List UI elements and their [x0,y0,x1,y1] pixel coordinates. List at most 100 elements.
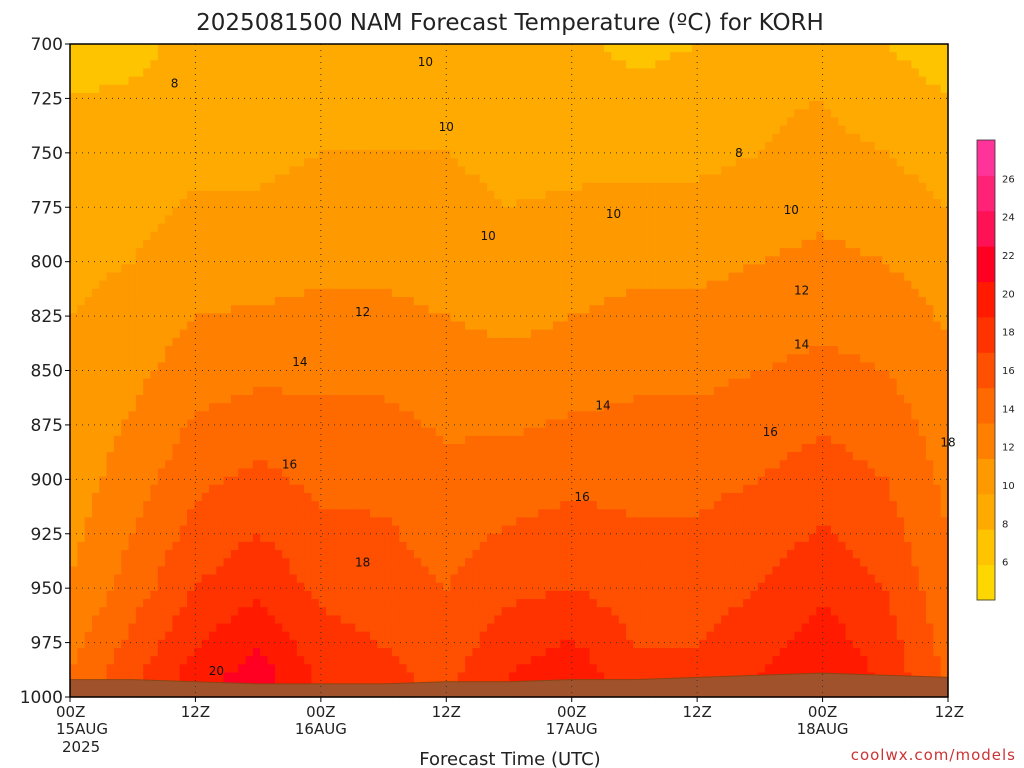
temperature-cell [443,329,452,339]
temperature-cell [348,256,356,265]
temperature-cell [413,394,422,404]
temperature-cell [428,297,437,306]
temperature-cell [165,517,174,527]
temperature-cell [201,190,210,200]
temperature-cell [326,574,334,584]
temperature-cell [187,199,195,208]
temperature-cell [209,386,217,396]
temperature-cell [340,541,349,551]
temperature-cell [472,337,481,347]
temperature-cell [179,419,188,429]
temperature-cell [384,346,393,355]
temperature-cell [209,664,217,674]
temperature-cell [487,607,495,616]
temperature-cell [377,574,386,584]
temperature-cell [413,599,422,608]
temperature-cell [523,44,532,53]
temperature-cell [391,199,400,208]
temperature-cell [70,101,78,110]
temperature-cell [267,517,276,527]
temperature-cell [348,141,356,151]
temperature-cell [340,223,349,233]
temperature-cell [355,264,364,274]
temperature-cell [413,664,422,674]
temperature-cell [150,44,159,53]
temperature-cell [282,639,291,649]
temperature-cell [340,44,349,53]
temperature-cell [230,615,239,625]
temperature-cell [348,329,356,339]
temperature-cell [501,476,510,486]
temperature-cell [487,264,495,274]
temperature-cell [479,517,488,527]
temperature-cell [245,460,254,470]
temperature-cell [113,484,122,494]
temperature-cell [216,370,225,380]
temperature-cell [494,443,503,453]
temperature-cell [106,509,115,519]
temperature-cell [348,452,356,461]
temperature-cell [304,607,313,616]
temperature-cell [121,664,130,674]
temperature-cell [260,117,269,127]
temperature-cell [443,517,452,527]
temperature-cell [128,264,137,274]
temperature-cell [494,460,503,470]
temperature-cell [179,484,188,494]
temperature-cell [509,52,517,61]
temperature-cell [428,590,437,600]
temperature-cell [494,664,503,674]
temperature-cell [157,60,166,70]
temperature-cell [230,60,239,70]
temperature-cell [377,141,386,151]
temperature-cell [150,68,159,78]
temperature-cell [70,272,78,282]
temperature-cell [384,460,393,470]
temperature-cell [84,215,93,225]
temperature-cell [326,558,334,567]
temperature-cell [150,337,159,347]
temperature-cell [450,256,459,265]
temperature-cell [399,599,408,608]
temperature-cell [326,501,334,510]
temperature-cell [179,264,188,274]
temperature-cell [421,435,430,445]
temperature-cell [216,656,225,665]
temperature-cell [91,590,100,600]
temperature-cell [348,574,356,584]
temperature-cell [282,664,291,674]
temperature-cell [260,190,269,200]
temperature-cell [384,468,393,478]
temperature-cell [443,280,452,290]
temperature-cell [443,76,452,86]
temperature-cell [457,656,466,665]
temperature-cell [479,207,488,217]
temperature-cell [150,599,159,608]
temperature-cell [487,476,495,486]
temperature-cell [150,582,159,592]
temperature-cell [91,631,100,641]
temperature-cell [494,566,503,576]
temperature-cell [282,207,291,217]
temperature-cell [509,362,517,372]
temperature-cell [413,362,422,372]
temperature-cell [289,158,298,168]
temperature-cell [216,101,225,110]
temperature-cell [399,558,408,567]
temperature-cell [150,109,159,119]
temperature-cell [421,370,430,380]
temperature-cell [333,525,342,535]
temperature-cell [113,639,122,649]
temperature-cell [274,215,283,225]
temperature-cell [333,607,342,616]
temperature-cell [413,656,422,665]
temperature-cell [157,623,166,633]
temperature-cell [223,484,232,494]
temperature-cell [282,84,291,94]
temperature-cell [289,419,298,429]
temperature-cell [399,656,408,665]
temperature-cell [77,607,86,616]
temperature-cell [348,223,356,233]
temperature-cell [369,231,378,241]
temperature-cell [501,623,510,633]
